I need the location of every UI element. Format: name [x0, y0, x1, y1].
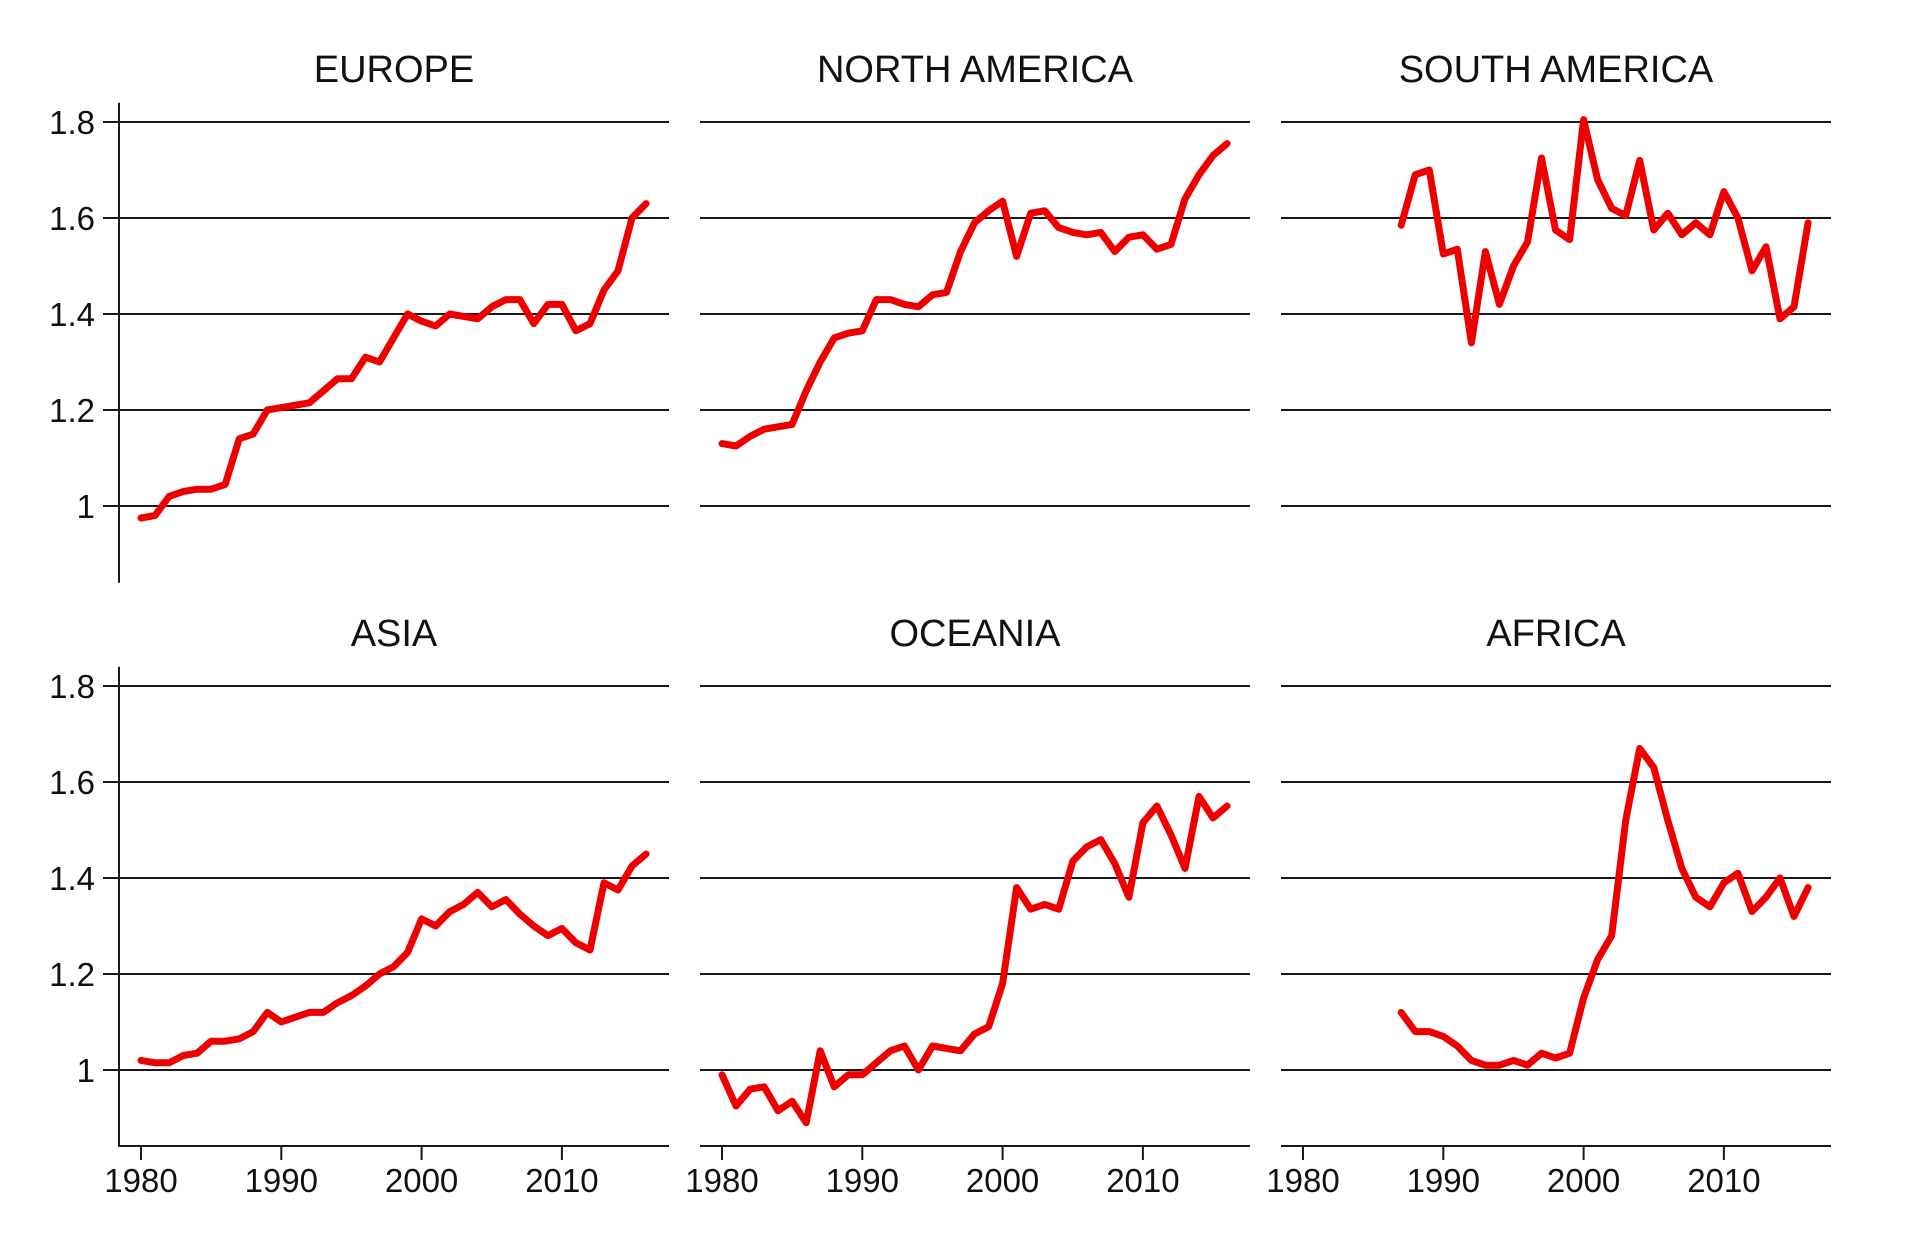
panel-title: NORTH AMERICA: [817, 49, 1134, 91]
panel-south-america: SOUTH AMERICA: [1281, 49, 1831, 507]
series-line: [137, 200, 650, 522]
series-line: [1397, 744, 1812, 1069]
x-tick-label: 2010: [525, 1162, 598, 1199]
y-tick-label: 1.2: [49, 956, 95, 993]
x-tick-label: 2000: [966, 1162, 1039, 1199]
y-tick-label: 1: [77, 1052, 95, 1089]
series-line: [718, 140, 1231, 450]
y-tick-label: 1.2: [49, 392, 95, 429]
series-line: [1397, 116, 1812, 347]
panel-oceania: OCEANIA 1980 1990 2000 2010: [685, 613, 1250, 1199]
y-tick-label: 1.8: [49, 104, 95, 141]
x-tick-label: 1980: [104, 1162, 177, 1199]
y-tick-label: 1.6: [49, 200, 95, 237]
y-tick-label: 1: [77, 488, 95, 525]
panel-title: EUROPE: [314, 49, 474, 91]
series-line: [137, 850, 650, 1067]
x-tick-label: 1980: [1266, 1162, 1339, 1199]
panel-europe: EUROPE 1 1.2 1.4 1.6 1.8: [49, 49, 669, 583]
y-tick-label: 1.6: [49, 764, 95, 801]
series-line: [718, 792, 1231, 1127]
panel-title: ASIA: [351, 613, 438, 655]
x-tick-label: 1990: [826, 1162, 899, 1199]
x-tick-label: 1990: [245, 1162, 318, 1199]
x-tick-label: 2000: [385, 1162, 458, 1199]
panel-africa: AFRICA 1980 1990 2000 2010: [1266, 613, 1831, 1199]
panel-asia: ASIA 1 1.2 1.4 1.6 1.8 1980 1990 2000 2010: [49, 613, 669, 1199]
x-tick-label: 2010: [1687, 1162, 1760, 1199]
y-tick-label: 1.4: [49, 860, 95, 897]
y-tick-label: 1.4: [49, 296, 95, 333]
panel-title: OCEANIA: [889, 613, 1061, 655]
panel-title: SOUTH AMERICA: [1399, 49, 1714, 91]
x-tick-label: 1980: [685, 1162, 758, 1199]
y-tick-label: 1.8: [49, 668, 95, 705]
panel-north-america: NORTH AMERICA: [700, 49, 1250, 507]
x-tick-label: 2000: [1547, 1162, 1620, 1199]
panel-title: AFRICA: [1486, 613, 1626, 655]
x-tick-label: 1990: [1407, 1162, 1480, 1199]
x-tick-label: 2010: [1106, 1162, 1179, 1199]
